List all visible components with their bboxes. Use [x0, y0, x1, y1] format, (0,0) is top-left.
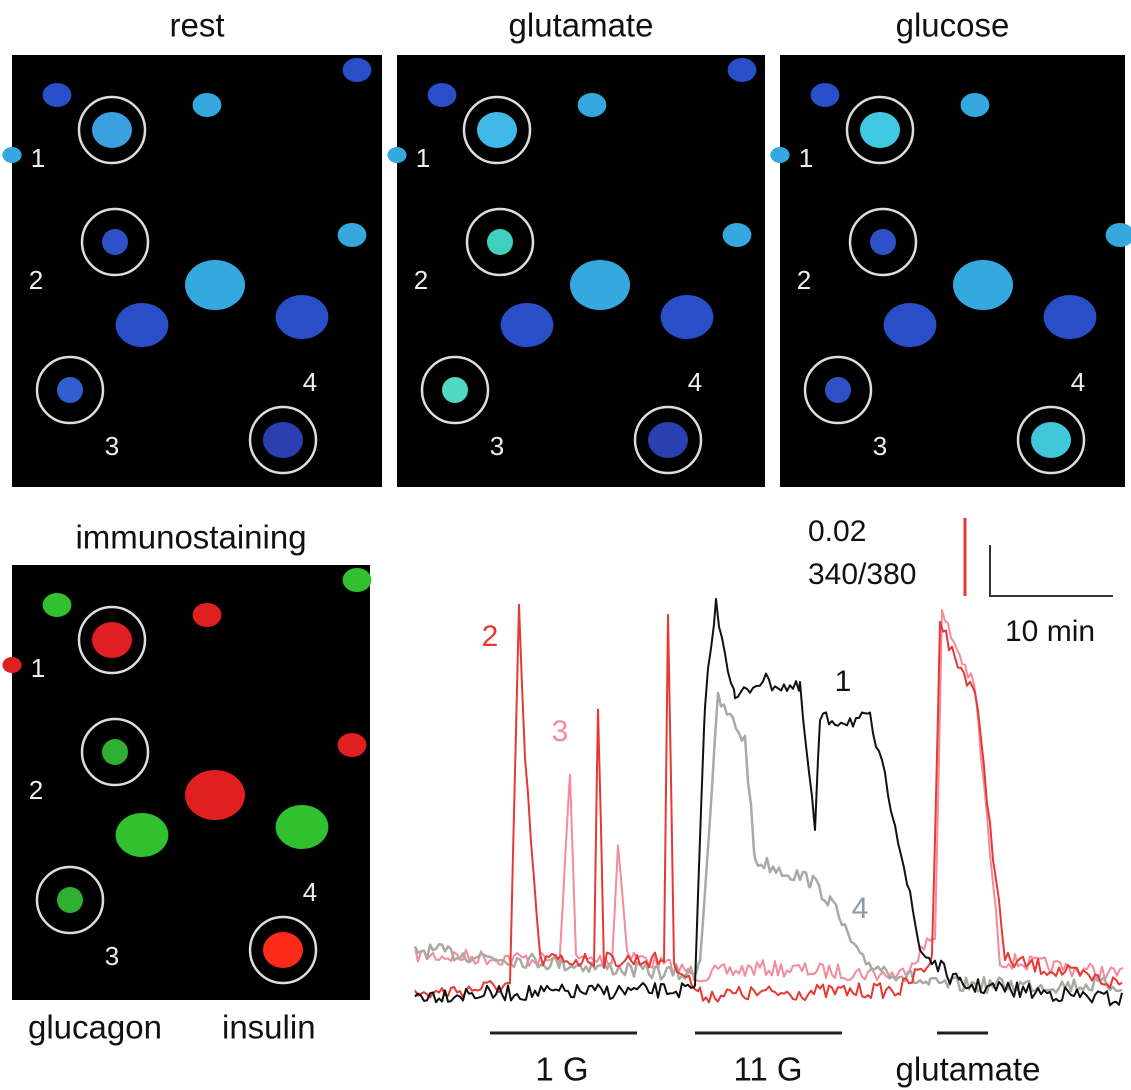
cell	[428, 83, 457, 107]
cell	[57, 887, 83, 913]
cell	[770, 147, 789, 163]
cell	[43, 593, 72, 617]
trace-label: 4	[852, 892, 869, 925]
cell	[648, 422, 688, 458]
cell-label: 1	[416, 143, 430, 173]
cell	[193, 603, 222, 627]
cell	[2, 657, 21, 673]
trace-label: 2	[482, 620, 499, 653]
cell	[338, 733, 367, 757]
cell-label: 4	[688, 367, 702, 397]
cell	[92, 112, 132, 148]
cell	[870, 229, 896, 255]
cell-label: 3	[490, 431, 504, 461]
trace	[415, 605, 1122, 1003]
cell	[1044, 295, 1097, 339]
cell	[501, 303, 554, 347]
cell	[263, 422, 303, 458]
legend-insulin: insulin	[222, 1009, 316, 1046]
cell	[578, 93, 607, 117]
stimulus-label: 1 G	[535, 1051, 588, 1088]
cell	[961, 93, 990, 117]
cell	[661, 295, 714, 339]
cell	[43, 83, 72, 107]
cell	[442, 377, 468, 403]
cell	[263, 932, 303, 968]
cell	[116, 303, 169, 347]
stimulus-label: 11 G	[733, 1051, 802, 1088]
cell-label: 2	[29, 775, 43, 805]
scale-bar	[990, 545, 1113, 596]
cell	[116, 813, 169, 857]
panel-title: glucose	[896, 7, 1010, 44]
cell-label: 2	[414, 265, 428, 295]
cell-label: 4	[1071, 367, 1085, 397]
cell-label: 1	[31, 653, 45, 683]
cell	[193, 93, 222, 117]
cell-label: 4	[303, 877, 317, 907]
cell	[343, 58, 372, 82]
cell	[953, 260, 1013, 310]
cell-label: 4	[303, 367, 317, 397]
stimulus-label: glutamate	[896, 1051, 1041, 1088]
cell	[387, 147, 406, 163]
trace-label: 3	[552, 715, 569, 748]
trace	[415, 693, 1122, 993]
cell	[487, 229, 513, 255]
cell	[338, 223, 367, 247]
cell	[276, 295, 329, 339]
cell-label: 1	[31, 143, 45, 173]
cell	[102, 229, 128, 255]
cell-label: 2	[29, 265, 43, 295]
figure: 0.02 340/380 10 min 1 G 11 G glutamate 2…	[0, 0, 1131, 1090]
cell	[185, 260, 245, 310]
cell	[185, 770, 245, 820]
cell	[92, 622, 132, 658]
cell	[276, 805, 329, 849]
cell	[2, 147, 21, 163]
cell	[1031, 422, 1071, 458]
cell	[811, 83, 840, 107]
cell	[860, 112, 900, 148]
panel-title: glutamate	[509, 7, 654, 44]
cell	[723, 223, 752, 247]
legend-glucagon: glucagon	[28, 1009, 162, 1046]
cell	[570, 260, 630, 310]
cell	[884, 303, 937, 347]
cell	[728, 58, 757, 82]
cell-label: 3	[873, 431, 887, 461]
scale-value: 0.02	[808, 515, 866, 548]
cell-label: 2	[797, 265, 811, 295]
panel-title: immunostaining	[75, 519, 306, 556]
cell-label: 3	[105, 431, 119, 461]
cell-label: 1	[799, 143, 813, 173]
cell	[102, 739, 128, 765]
cell	[343, 568, 372, 592]
trace-label: 1	[835, 665, 852, 698]
cell	[57, 377, 83, 403]
scale-time: 10 min	[1005, 615, 1095, 648]
cell-label: 3	[105, 941, 119, 971]
cell	[825, 377, 851, 403]
panel-title: rest	[169, 7, 224, 44]
cell	[477, 112, 517, 148]
scale-unit: 340/380	[808, 558, 916, 591]
